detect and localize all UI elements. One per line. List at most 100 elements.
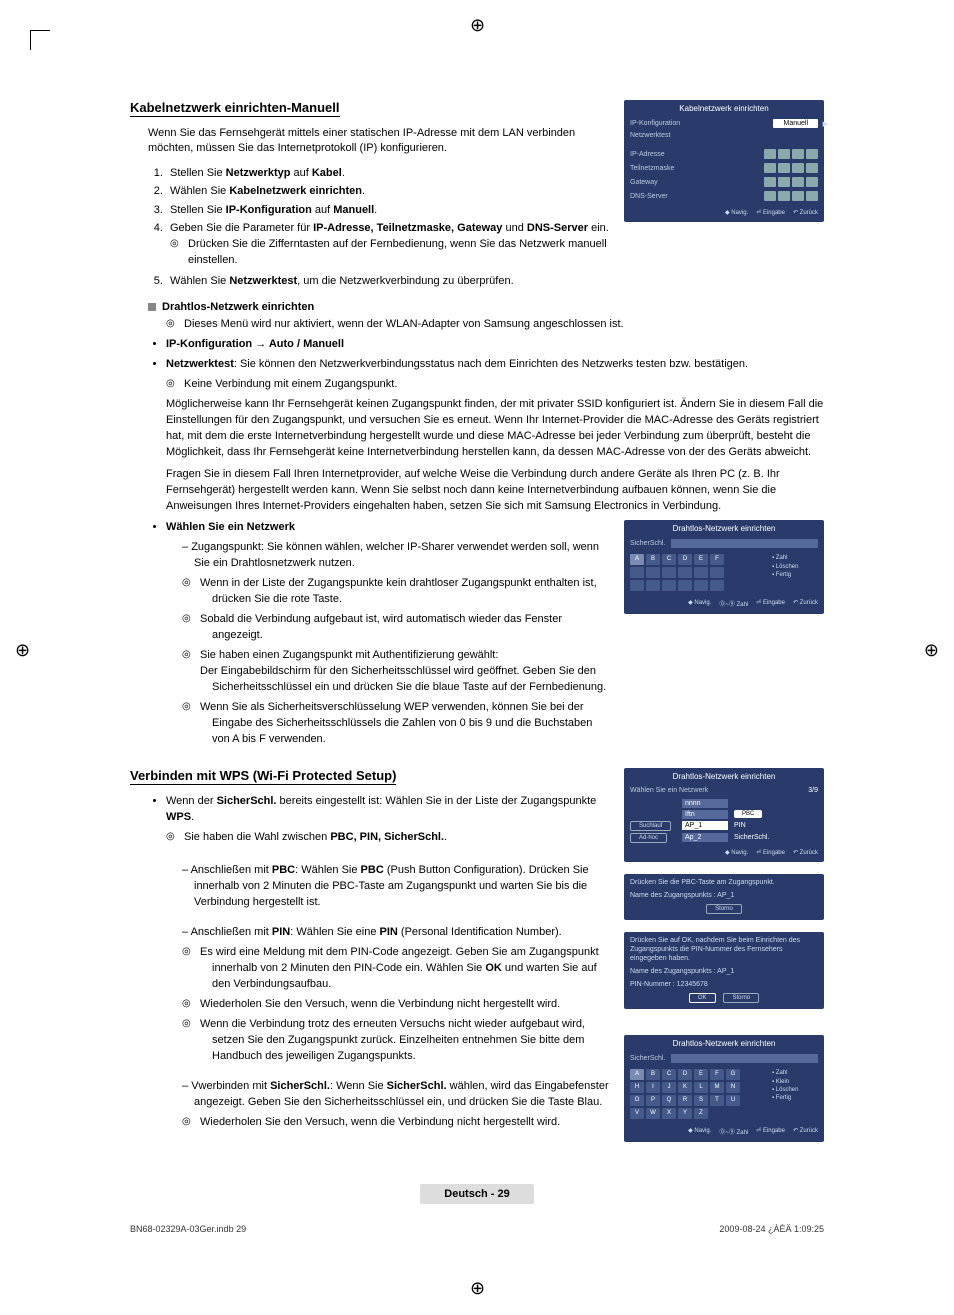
key-e[interactable]: E xyxy=(694,554,708,565)
panel3-pin[interactable]: PIN xyxy=(734,822,818,829)
panel6-leg-zahl: Zahl xyxy=(772,1069,818,1077)
panel3-mid1[interactable]: nnnn xyxy=(682,799,728,808)
panel1-gateway: Gateway xyxy=(630,179,658,186)
registration-mark-left: ⊕ xyxy=(15,640,30,661)
panel3-mid3[interactable]: AP_1 xyxy=(682,821,728,830)
wps-intro: Wenn der SicherSchl. bereits eingestellt… xyxy=(166,794,610,846)
panel5-msg2: Name des Zugangspunkts : AP_1 xyxy=(630,967,818,976)
panel2-input[interactable] xyxy=(671,539,818,548)
panel4-storno[interactable]: Storno xyxy=(706,904,742,914)
dash-sicherschl: Vwerbinden mit SicherSchl.: Wenn Sie Sic… xyxy=(182,1079,610,1131)
subheading-drahtlos: Drahtlos-Netzwerk einrichten xyxy=(148,301,824,313)
panel3-f3: ↶ Zurück xyxy=(793,849,818,856)
panel2-label: SicherSchl. xyxy=(630,540,665,547)
panel6-leg-fertig: Fertig xyxy=(772,1094,818,1102)
bullet-netzwerktest: Netzwerktest: Sie können den Netzwerkver… xyxy=(166,357,824,373)
registration-mark-bottom: ⊕ xyxy=(470,1278,485,1299)
panel6-f2: ⓪~⑨ Zahl xyxy=(719,1127,748,1136)
bullet-ipkonfig: IP-Konfiguration → Auto / Manuell xyxy=(166,337,824,353)
panel3-mid4[interactable]: Ap_2 xyxy=(682,833,728,842)
key-f[interactable]: F xyxy=(710,554,724,565)
pin-note3: Wenn die Verbindung trotz des erneuten V… xyxy=(194,1017,610,1065)
step-2: Wählen Sie Kabelnetzwerk einrichten. xyxy=(166,183,610,200)
panel3-adhoc[interactable]: Ad-hoc xyxy=(630,833,667,843)
panel6-leg-loeschen: Löschen xyxy=(772,1086,818,1094)
panel5-msg3: PIN-Nummer : 12345678 xyxy=(630,980,818,989)
panel1-title: Kabelnetzwerk einrichten xyxy=(630,104,818,113)
keine-verbindung-note: Keine Verbindung mit einem Zugangspunkt. xyxy=(166,377,824,393)
panel1-footer-navig: ◆ Navig. xyxy=(725,209,748,216)
dash-pin: Anschließen mit PIN: Wählen Sie eine PIN… xyxy=(182,925,610,1065)
ip-boxes[interactable] xyxy=(764,149,818,159)
para-provider: Fragen Sie in diesem Fall Ihren Internet… xyxy=(166,467,824,515)
doc-meta: BN68-02329A-03Ger.indb 29 2009-08-24 ¿ÀÈ… xyxy=(130,1224,824,1234)
panel6-leg-klein: Klein xyxy=(772,1078,818,1086)
panel1-ipkonfig-value[interactable]: Manuell xyxy=(773,119,818,128)
step-1: Stellen Sie Netzwerktyp auf Kabel. xyxy=(166,165,610,182)
page-number-pill: Deutsch - 29 xyxy=(420,1184,533,1204)
registration-mark-right: ⊕ xyxy=(924,640,939,661)
panel2-f4: ↶ Zurück xyxy=(793,599,818,608)
panel3-count: 3/9 xyxy=(808,787,818,794)
panel2-leg-fertig: Fertig xyxy=(772,571,818,579)
para-ssid: Möglicherweise kann Ihr Fernsehgerät kei… xyxy=(166,397,824,461)
panel2-f3: ⏎ Eingabe xyxy=(756,599,785,608)
panel4-msg2: Name des Zugangspunkts : AP_1 xyxy=(630,891,818,900)
panel3-sicherschl[interactable]: SicherSchl. xyxy=(734,834,818,841)
panel6-f1: ◆ Navig. xyxy=(688,1127,711,1136)
panel4-msg1: Drücken Sie die PBC-Taste am Zugangspunk… xyxy=(630,878,818,887)
key-c[interactable]: C xyxy=(662,554,676,565)
note-wep: Wenn Sie als Sicherheitsverschlüsselung … xyxy=(194,700,610,748)
panel2-leg-zahl: Zahl xyxy=(772,554,818,562)
step-3: Stellen Sie IP-Konfiguration auf Manuell… xyxy=(166,202,610,219)
pin-note1: Es wird eine Meldung mit dem PIN-Code an… xyxy=(194,945,610,993)
page-content: Kabelnetzwerk einrichten-Manuell Wenn Si… xyxy=(130,100,824,1234)
section-wps: Verbinden mit WPS (Wi-Fi Protected Setup… xyxy=(130,768,824,1155)
key-d[interactable]: D xyxy=(678,554,692,565)
drahtlos-note: Dieses Menü wird nur aktiviert, wenn der… xyxy=(166,317,824,333)
panel1-ipkonfig-label: IP-Konfiguration xyxy=(630,120,680,127)
panel5-ok[interactable]: OK xyxy=(689,993,716,1003)
panel6-title: Drahtlos-Netzwerk einrichten xyxy=(630,1039,818,1048)
panel1-teilnetzmaske: Teilnetzmaske xyxy=(630,165,674,172)
panel2-f2: ⓪~⑨ Zahl xyxy=(719,599,748,608)
wps-note-choice: Sie haben die Wahl zwischen PBC, PIN, Si… xyxy=(166,830,610,846)
panel1-footer-zurueck: ↶ Zurück xyxy=(793,209,818,216)
panel-sicherschl-full: Drahtlos-Netzwerk einrichten SicherSchl.… xyxy=(624,1035,824,1142)
key-a[interactable]: A xyxy=(630,554,644,565)
panel-netzwerk-liste: Drahtlos-Netzwerk einrichten Wählen Sie … xyxy=(624,768,824,862)
heading-kabelnetzwerk: Kabelnetzwerk einrichten-Manuell xyxy=(130,100,340,117)
key-b[interactable]: B xyxy=(646,554,660,565)
panel1-netzwerktest[interactable]: Netzwerktest xyxy=(630,132,670,139)
steps-list: Stellen Sie Netzwerktyp auf Kabel. Wähle… xyxy=(166,165,610,289)
panel5-msg1: Drücken Sie auf OK, nachdem Sie beim Ein… xyxy=(630,936,818,963)
panel3-mid2[interactable]: Iftn xyxy=(682,810,728,819)
panel1-footer-eingabe: ⏎ Eingabe xyxy=(756,209,785,216)
dash-pbc: Anschließen mit PBC: Wählen Sie PBC (Pus… xyxy=(182,863,610,911)
sicherschl-note: Wiederholen Sie den Versuch, wenn die Ve… xyxy=(194,1115,610,1131)
panel2-f1: ◆ Navig. xyxy=(688,599,711,608)
step-5: Wählen Sie Netzwerktest, um die Netzwerk… xyxy=(166,273,610,290)
bleed-corner xyxy=(30,30,50,50)
section-kabelnetzwerk: Kabelnetzwerk einrichten-Manuell Wenn Si… xyxy=(130,100,824,754)
panel3-suchlauf[interactable]: Suchlauf xyxy=(630,821,671,831)
intro-text: Wenn Sie das Fernsehgerät mittels einer … xyxy=(148,126,610,157)
dash-zugangspunkt: Zugangspunkt: Sie können wählen, welcher… xyxy=(182,540,610,747)
pin-note2: Wiederholen Sie den Versuch, wenn die Ve… xyxy=(194,997,610,1013)
panel6-input[interactable] xyxy=(671,1054,818,1063)
panel6-label: SicherSchl. xyxy=(630,1055,665,1062)
panel5-storno[interactable]: Storno xyxy=(723,993,759,1003)
doc-meta-left: BN68-02329A-03Ger.indb 29 xyxy=(130,1224,246,1234)
panel1-dnsserver: DNS-Server xyxy=(630,193,668,200)
step-4-note: Drücken Sie die Zifferntasten auf der Fe… xyxy=(170,237,610,269)
panel-pbc-msg: Drücken Sie die PBC-Taste am Zugangspunk… xyxy=(624,874,824,920)
panel3-f2: ⏎ Eingabe xyxy=(756,849,785,856)
panel1-ipadresse: IP-Adresse xyxy=(630,151,665,158)
panel2-leg-loeschen: Löschen xyxy=(772,563,818,571)
doc-meta-right: 2009-08-24 ¿ÀÈÄ 1:09:25 xyxy=(719,1224,824,1234)
page-footer: Deutsch - 29 xyxy=(130,1184,824,1204)
drahtlos-bullets: IP-Konfiguration → Auto / Manuell Netzwe… xyxy=(166,337,824,373)
bullet-netzwerk-waehlen: Wählen Sie ein Netzwerk xyxy=(166,520,610,536)
panel3-pbc[interactable]: PBC xyxy=(734,810,762,818)
heading-wps: Verbinden mit WPS (Wi-Fi Protected Setup… xyxy=(130,768,396,785)
